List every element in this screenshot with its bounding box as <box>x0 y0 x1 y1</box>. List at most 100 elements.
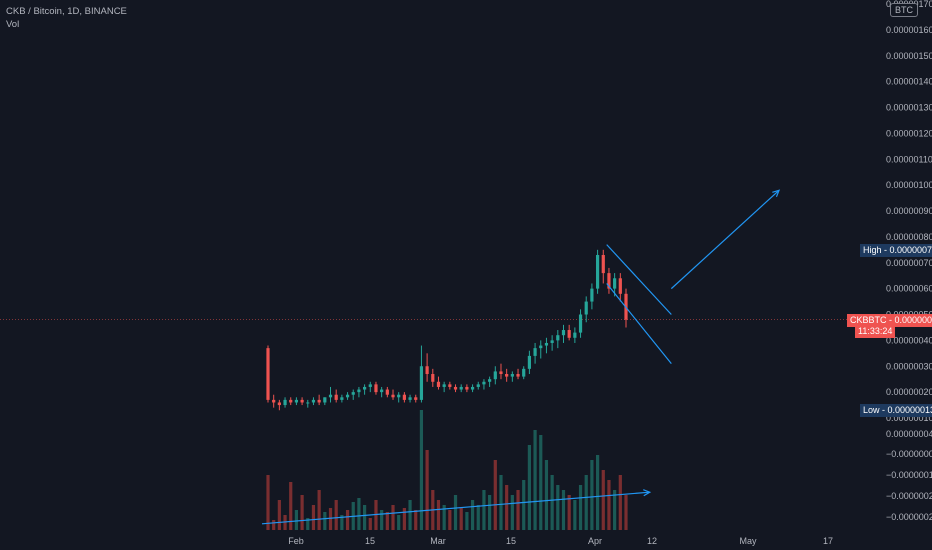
volume-bar <box>527 445 531 530</box>
candle-body <box>300 399 304 403</box>
candle-body <box>414 397 418 400</box>
volume-bar <box>340 515 344 530</box>
candle-body <box>272 399 276 403</box>
candle-body <box>397 394 401 398</box>
candle-body <box>351 392 355 395</box>
volume-bar <box>294 510 299 530</box>
volume-bar <box>488 495 492 530</box>
volume-bar <box>470 500 475 530</box>
price-tick-label: 0.00000100 <box>886 180 932 190</box>
volume-bar <box>618 475 622 530</box>
candle-body <box>442 384 446 387</box>
candle-body <box>505 374 509 377</box>
volume-bar <box>595 455 600 530</box>
price-tick-label: 0.00000150 <box>886 51 932 61</box>
candle-body <box>391 394 395 398</box>
price-tick-label: 0.00000040 <box>886 335 932 345</box>
volume-bar <box>317 490 321 530</box>
price-tick-label: 0.00000010 <box>886 413 932 423</box>
candle-body <box>465 386 469 390</box>
candle-body <box>482 381 486 385</box>
candle-body <box>590 288 594 302</box>
candle-body <box>550 340 554 343</box>
volume-bar <box>408 500 412 530</box>
candle-body <box>539 345 543 349</box>
trendline-drawing <box>606 283 672 365</box>
volume-bar <box>567 495 571 530</box>
candle-body <box>527 355 531 369</box>
volume-bar <box>510 495 514 530</box>
candle-body <box>311 399 316 403</box>
price-tick-label: 0.00000070 <box>886 258 932 268</box>
current-price-label: CKBBTC - 0.00000048 <box>847 314 932 327</box>
volume-tick-label: 0.00000004 <box>886 429 932 439</box>
candle-body <box>544 342 549 346</box>
candle-body <box>374 384 378 393</box>
candle-body <box>522 368 526 377</box>
time-tick-label: 15 <box>365 536 375 546</box>
candle-body <box>516 374 520 377</box>
volume-bar <box>453 495 458 530</box>
volume-bar <box>459 508 463 530</box>
candle-body <box>317 399 321 403</box>
volume-bar <box>436 500 441 530</box>
trendline-drawing <box>606 244 672 315</box>
candle-body <box>323 397 327 403</box>
time-tick-label: 15 <box>506 536 516 546</box>
time-tick-label: May <box>739 536 757 546</box>
arrow-head <box>772 189 781 198</box>
volume-bar <box>544 460 549 530</box>
candle-body <box>510 374 514 377</box>
candle-body <box>578 314 583 333</box>
volume-bar <box>345 510 350 530</box>
price-tick-label: 0.00000160 <box>886 25 932 35</box>
high-price-label: High - 0.00000075 <box>860 244 932 257</box>
candle-body <box>294 399 299 403</box>
countdown-label: 11:33:24 <box>855 325 896 338</box>
candle-body <box>618 278 622 294</box>
volume-bar <box>385 512 389 530</box>
volume-bar <box>561 490 566 530</box>
candle-body <box>459 386 463 390</box>
candle-body <box>499 371 503 375</box>
candle-body <box>402 394 406 400</box>
volume-bar <box>414 510 418 530</box>
symbol-title: CKB / Bitcoin, 1D, BINANCE <box>6 6 127 17</box>
candle-body <box>613 278 617 289</box>
volume-bar <box>368 518 372 530</box>
candle-body <box>283 399 287 406</box>
volume-bar <box>584 475 588 530</box>
volume-tick-label: −0.00000004 <box>886 449 932 459</box>
candle-body <box>306 402 310 404</box>
volume-bar <box>465 512 469 530</box>
arrow-head <box>643 489 652 497</box>
candle-body <box>266 348 270 400</box>
candle-body <box>334 394 338 400</box>
volume-bar <box>334 500 338 530</box>
candle-body <box>488 379 492 382</box>
time-tick-label: Mar <box>430 536 446 546</box>
candle-body <box>556 335 560 341</box>
price-tick-label: 0.00000060 <box>886 284 932 294</box>
time-tick-label: 17 <box>823 536 833 546</box>
candle-body <box>601 254 605 274</box>
price-tick-label: 0.00000140 <box>886 77 932 87</box>
candle-body <box>368 384 372 387</box>
volume-bar <box>306 518 310 530</box>
volume-bar <box>425 450 429 530</box>
currency-badge[interactable]: BTC <box>890 3 918 17</box>
price-tick-label: 0.00000130 <box>886 103 932 113</box>
price-tick-label: 0.00000030 <box>886 361 932 371</box>
volume-bar <box>397 515 401 530</box>
volume-bar <box>482 490 486 530</box>
volume-bar <box>573 500 577 530</box>
candle-body <box>277 402 281 406</box>
volume-bar <box>522 480 526 530</box>
volume-bar <box>590 460 594 530</box>
candle-body <box>357 389 361 393</box>
volume-bar <box>539 435 543 530</box>
volume-bar <box>272 520 276 530</box>
candle-body <box>385 389 389 395</box>
chart-header: CKB / Bitcoin, 1D, BINANCE Vol <box>6 5 127 31</box>
